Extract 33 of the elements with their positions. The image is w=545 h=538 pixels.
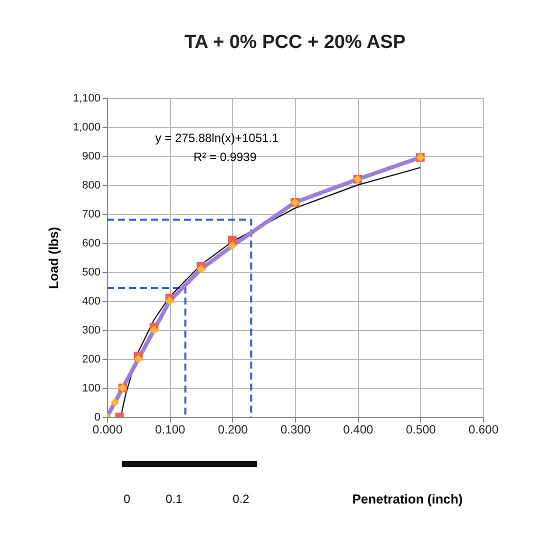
- point: [110, 398, 120, 407]
- x-tick-label: 0.000: [92, 422, 123, 436]
- y-tick-label: 900: [82, 150, 100, 162]
- x-tick-label: 0.100: [155, 422, 186, 436]
- y-tick-label: 0: [94, 412, 100, 424]
- y-axis-title: Load (lbs): [46, 226, 61, 290]
- x-tick-label: 0.400: [343, 422, 374, 436]
- x-axis-title: Penetration (inch): [352, 492, 463, 506]
- point: [150, 326, 158, 334]
- annotation: y = 275.88ln(x)+1051.1: [155, 131, 279, 145]
- y-tick-label: 1,000: [72, 122, 100, 134]
- y-tick-label: 1,100: [72, 92, 100, 104]
- x-tick-label: 0.200: [218, 422, 248, 436]
- y-tick-label: 300: [82, 324, 100, 336]
- y-tick-label: 100: [82, 382, 100, 394]
- y-tick-label: 600: [82, 238, 100, 250]
- x-tick-label: 0.300: [280, 422, 311, 436]
- annotation: R² = 0.9939: [193, 150, 257, 164]
- text: 0.2: [232, 492, 250, 506]
- point: [196, 264, 206, 274]
- text: 0.1: [166, 492, 182, 506]
- chart-title: TA + 0% PCC + 20% ASP: [184, 32, 406, 53]
- x-tick-label: 0.500: [406, 422, 436, 436]
- y-tick-label: 800: [82, 180, 100, 192]
- point: [228, 242, 237, 250]
- y-tick-label: 400: [82, 296, 100, 308]
- y-tick-label: 500: [82, 266, 100, 278]
- y-tick-label: 700: [82, 208, 100, 220]
- x-tick-label: 0.600: [468, 422, 499, 436]
- point: [165, 296, 174, 306]
- y-tick-label: 200: [82, 354, 100, 366]
- text: 0: [124, 492, 130, 506]
- point: [134, 354, 143, 364]
